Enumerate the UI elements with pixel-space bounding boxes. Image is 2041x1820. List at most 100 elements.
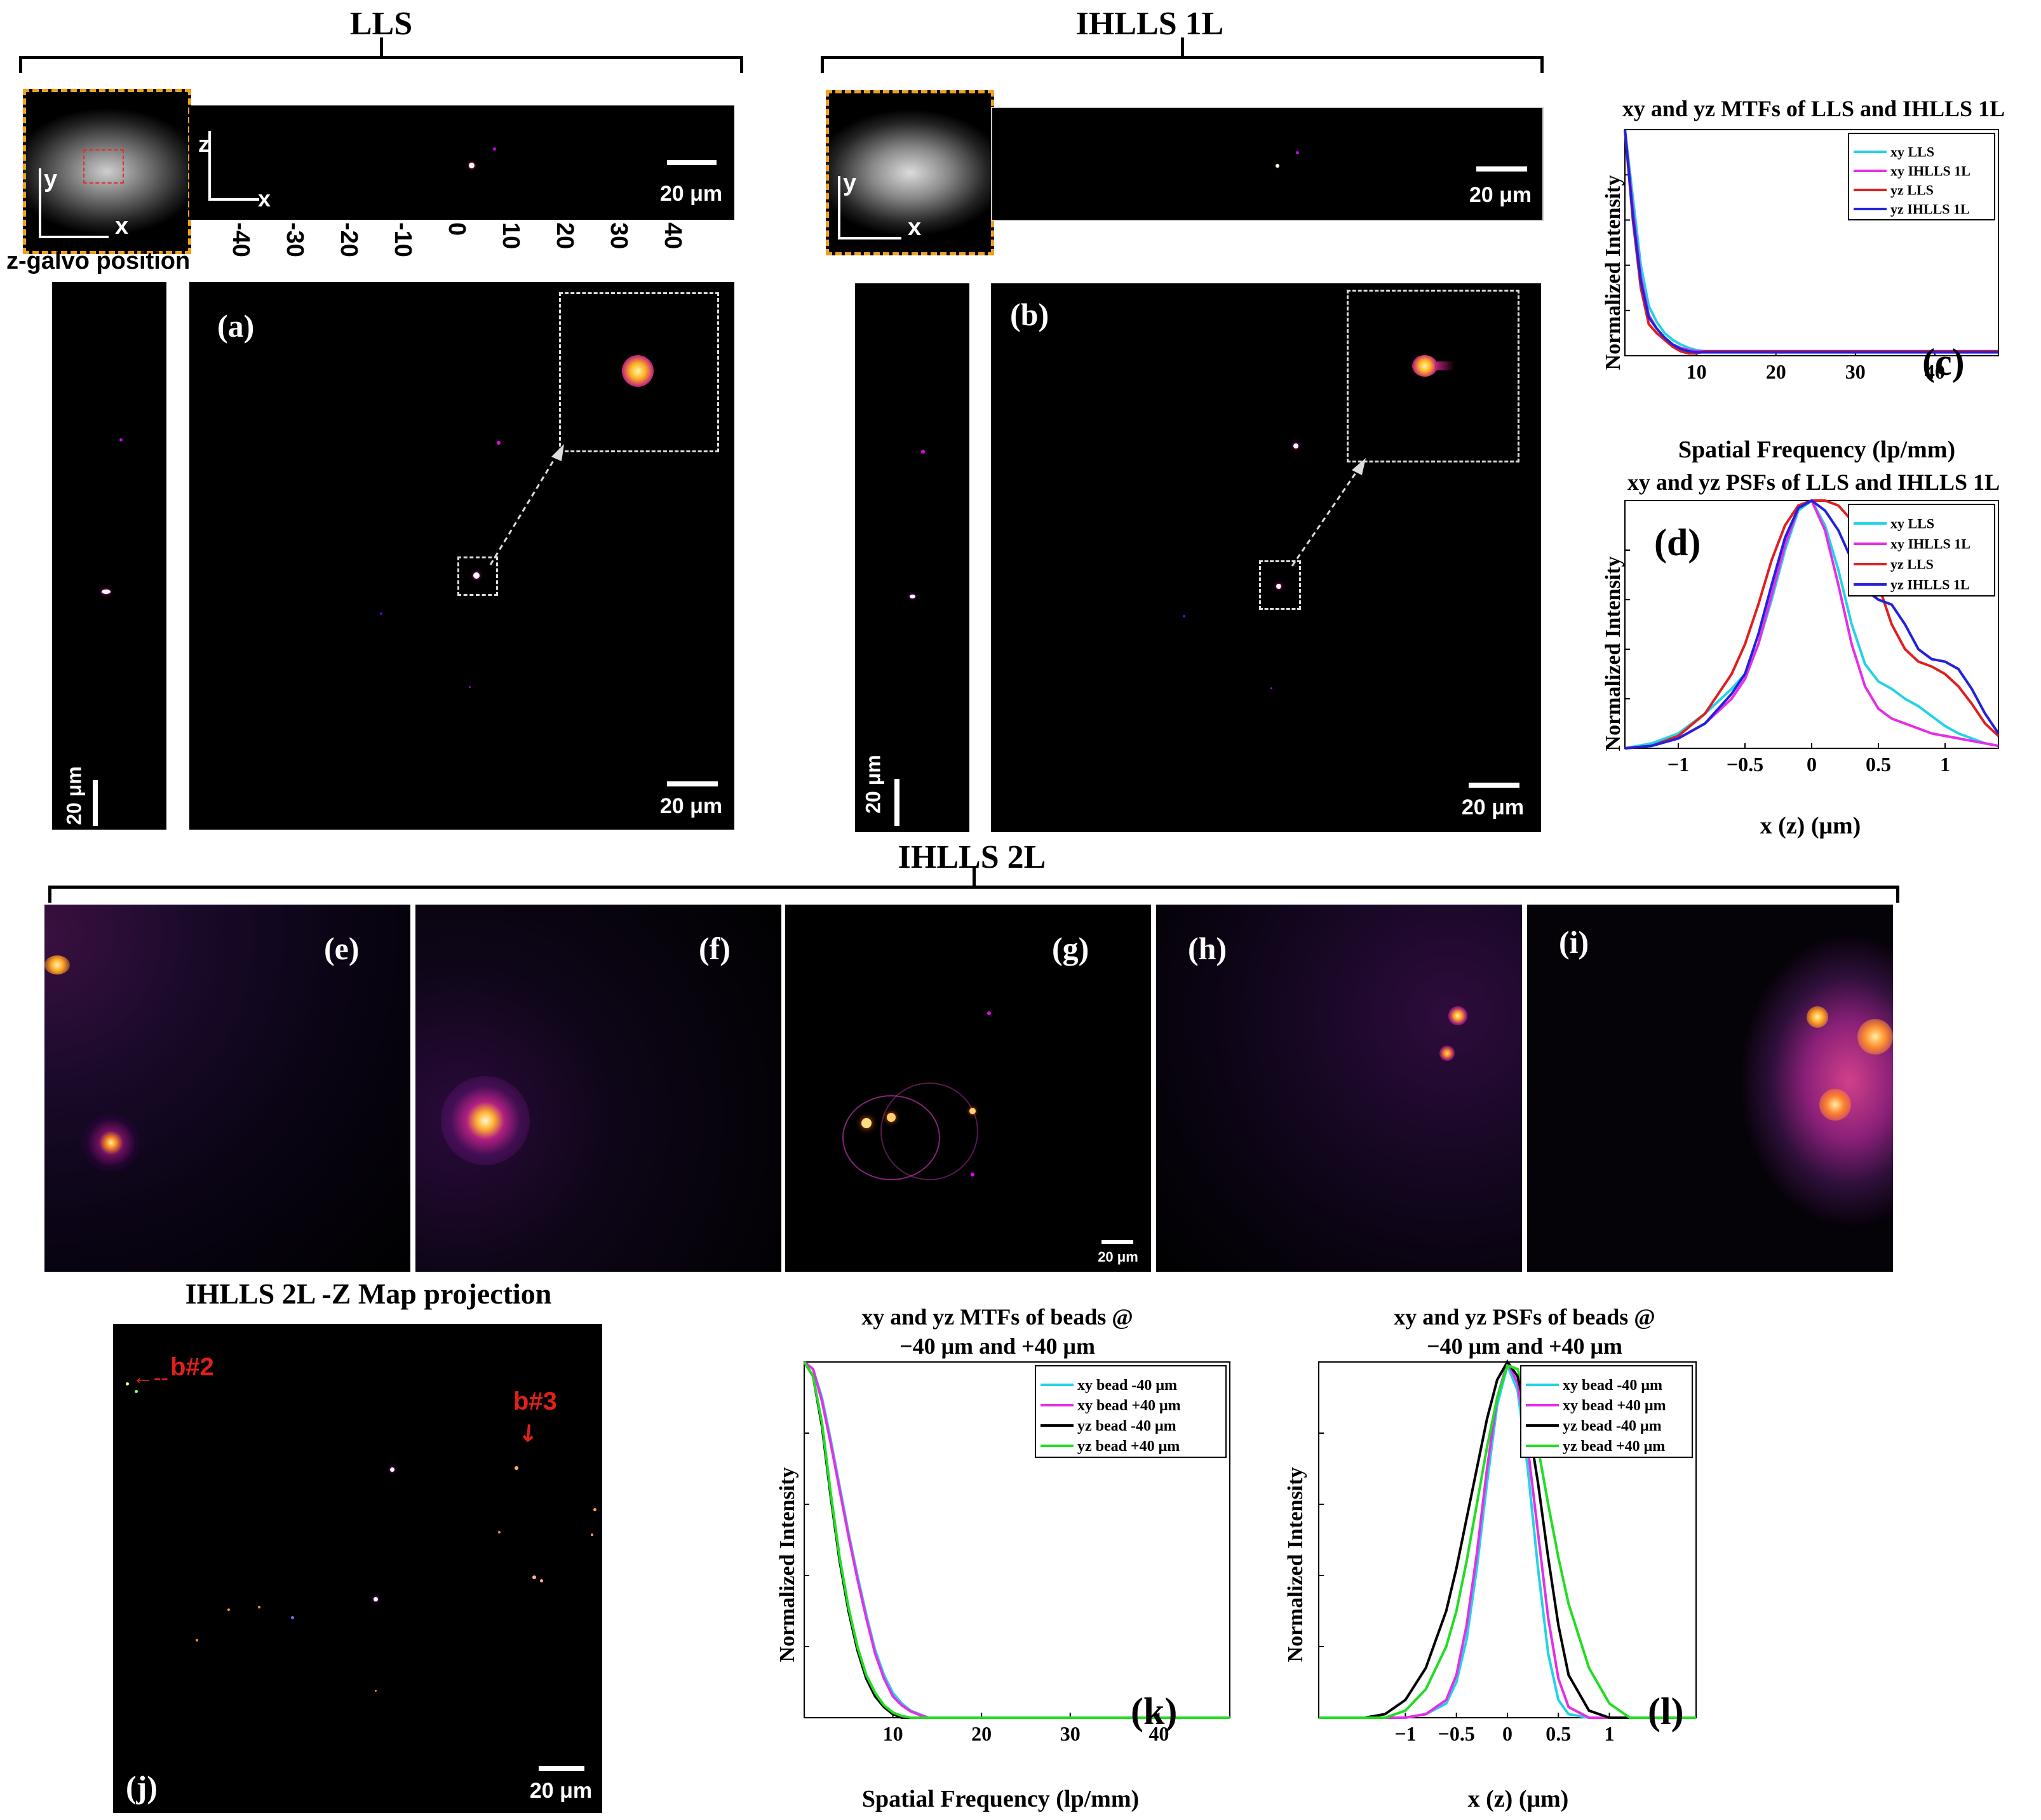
bead	[390, 1467, 394, 1472]
scale-bar-label: 20 μm	[1469, 183, 1532, 207]
legend-entry: yz IHLLS 1L	[1890, 201, 1970, 217]
bead	[196, 1639, 198, 1641]
bead	[291, 1616, 294, 1619]
chart-k-mtf: 10 20 30 40 xy bead -40 μm xy bead +40 μm yz b…	[803, 1361, 1230, 1745]
chart-d-ylabel: Normalized Intensity	[1601, 556, 1625, 752]
x-axis-letter: x	[258, 185, 271, 212]
series-line	[1624, 499, 1999, 750]
series-line	[1624, 129, 1998, 354]
legend-entry: xy bead -40 μm	[1077, 1377, 1177, 1394]
series-line	[1319, 1359, 1696, 1719]
panel-label-k: (k)	[1131, 1690, 1178, 1732]
chart-c-ylabel: Normalized Intensity	[1601, 175, 1625, 370]
x-tick-label: −0.5	[1438, 1722, 1475, 1745]
zoom-arrow	[1291, 458, 1366, 567]
bead	[375, 1690, 377, 1692]
scale-bar	[667, 781, 718, 786]
legend-entry: xy IHLLS 1L	[1890, 163, 1970, 179]
beam-thumbnail-lls: y x	[23, 89, 191, 254]
x-tick-label: −0.5	[1727, 753, 1763, 776]
chart-l-title: xy and yz PSFs of beads @	[1394, 1304, 1655, 1330]
x-tick-label: 0	[1807, 753, 1817, 776]
zoom-arrow	[489, 444, 564, 565]
bead	[380, 612, 382, 615]
panel-e-image: (e)	[44, 905, 410, 1272]
bead	[861, 1118, 872, 1128]
bead	[126, 1382, 129, 1385]
bead	[83, 1114, 140, 1171]
bead	[1448, 1006, 1467, 1025]
y-axis-arrow	[39, 168, 41, 238]
scale-bar-label: 20 μm	[659, 182, 723, 206]
legend-entry: yz bead -40 μm	[1077, 1418, 1176, 1434]
bead	[258, 1606, 260, 1608]
scale-bar	[93, 780, 98, 826]
roi-box	[457, 556, 498, 596]
x-tick-label: 1	[1605, 1722, 1615, 1745]
series-line	[1624, 499, 2000, 750]
legend-entry: xy bead +40 μm	[1077, 1398, 1181, 1414]
legend-entry: yz IHLLS 1L	[1890, 576, 1970, 592]
chart-l-ylabel: Normalized Intensity	[1284, 1467, 1307, 1662]
bead	[44, 955, 70, 974]
series-line	[1624, 499, 2000, 750]
bead	[971, 1173, 974, 1176]
legend	[1848, 133, 1995, 220]
legend	[1520, 1365, 1693, 1458]
chart-k-xlabel: Spatial Frequency (lp/mm)	[861, 1786, 1140, 1812]
zgalvo-tick: 30	[605, 222, 632, 250]
scale-bar	[1469, 783, 1519, 788]
annotation-b2-arrow: ←‑‑	[132, 1366, 168, 1389]
series-line	[1624, 499, 1999, 750]
legend-entry: yz bead +40 μm	[1077, 1438, 1180, 1455]
title-lls: LLS	[349, 6, 413, 42]
legend-entry: xy LLS	[1890, 515, 1934, 531]
panel-label-g: (g)	[1052, 931, 1089, 966]
ring	[880, 1082, 978, 1180]
chart-d-psf: −1 −0.5 0 0.5 1 xy LLS xy IHLLS 1L yz LLS yz IHL…	[1624, 499, 2000, 776]
scale-bar-label: 20 μm	[1461, 795, 1525, 819]
panel-label-h: (h)	[1188, 931, 1227, 966]
legend-entry: xy IHLLS 1L	[1890, 536, 1970, 551]
bead	[532, 1575, 536, 1579]
x-tick-label: −1	[1394, 1722, 1416, 1745]
x-tick-label: 30	[1845, 360, 1866, 383]
x-axis-arrow	[838, 237, 901, 239]
legend-entry: yz LLS	[1890, 556, 1934, 572]
bracket-lls	[19, 37, 743, 73]
panel-g-image: (g) 20 μm	[785, 905, 1151, 1272]
chart-d-xlabel: x (z) (μm)	[1760, 812, 1861, 839]
xz-projection-lls: z x 20 μm	[189, 105, 734, 220]
bead	[1276, 584, 1281, 589]
panel-i-image: (i)	[1527, 905, 1893, 1272]
bead	[469, 686, 471, 688]
bead-zoom	[622, 355, 654, 387]
bead	[1293, 443, 1298, 448]
panel-f-image: (f)	[415, 905, 781, 1272]
zgalvo-tick: -20	[335, 222, 362, 257]
x-axis-arrow	[208, 198, 259, 201]
chart-l-subtitle: −40 μm and +40 μm	[1427, 1333, 1622, 1359]
x-tick-label: 10	[883, 1722, 903, 1745]
legend-entry: xy bead +40 μm	[1563, 1398, 1666, 1414]
x-tick-label: 0.5	[1866, 753, 1891, 776]
zgalvo-tick: -30	[281, 222, 308, 257]
xz-projection-ihlls1l: 20 μm	[991, 107, 1544, 221]
z-axis-letter: z	[198, 131, 210, 157]
scale-bar	[1476, 166, 1527, 172]
bead	[102, 590, 111, 594]
x-tick-label: 20	[971, 1722, 992, 1745]
scale-bar	[1101, 1240, 1133, 1244]
zgalvo-tick: 10	[497, 222, 524, 250]
panel-label-i: (i)	[1559, 924, 1589, 960]
zoom-inset	[559, 292, 719, 452]
legend-entry: yz LLS	[1890, 182, 1934, 198]
bead	[593, 1508, 596, 1511]
bead	[1296, 151, 1299, 154]
y-axis-arrow	[838, 176, 840, 239]
chart-l-xlabel: x (z) (μm)	[1467, 1786, 1569, 1812]
bead	[1807, 1006, 1828, 1028]
chart-k-subtitle: −40 μm and +40 μm	[899, 1333, 1095, 1359]
bead	[441, 1076, 530, 1165]
title-zmap: IHLLS 2L -Z Map projection	[185, 1277, 552, 1310]
